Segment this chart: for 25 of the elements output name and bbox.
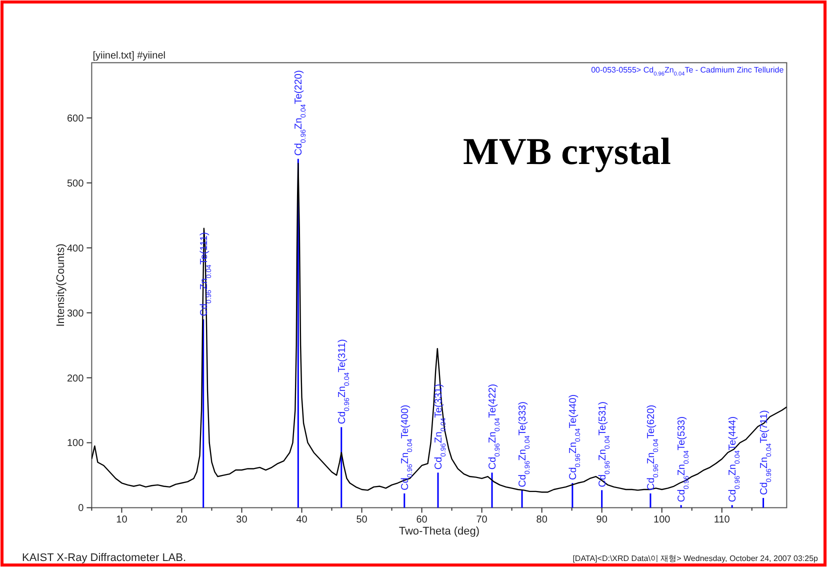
x-tick-label: 100 bbox=[654, 514, 671, 526]
y-tick-label: 600 bbox=[67, 113, 84, 124]
y-axis-title: Intensity(Counts) bbox=[55, 244, 67, 327]
x-tick-label: 40 bbox=[296, 514, 308, 526]
x-tick-label: 90 bbox=[596, 514, 608, 526]
x-axis-title: Two-Theta (deg) bbox=[398, 526, 480, 538]
text: KAIST X-Ray Diffractometer LAB. bbox=[22, 552, 186, 564]
y-tick-label: 0 bbox=[78, 503, 84, 514]
y-tick-label: 200 bbox=[67, 373, 84, 384]
x-tick-label: 20 bbox=[176, 514, 188, 526]
y-tick-label: 300 bbox=[67, 308, 84, 320]
x-tick-label: 110 bbox=[714, 514, 730, 526]
text: [DATA]<D:\XRD Data\이 재형> Wednesday, October 24, 2007 03:25p bbox=[572, 554, 819, 563]
y-tick-label: 100 bbox=[67, 438, 84, 450]
chart-title: [yiinel.txt] #yiinel bbox=[92, 50, 166, 62]
y-tick-label: 500 bbox=[67, 178, 84, 190]
x-tick-label: 60 bbox=[416, 514, 428, 526]
x-tick-label: 10 bbox=[116, 514, 128, 526]
annotation: MVB crystal bbox=[463, 131, 671, 173]
text: 00-053-0555> Cd$_{0.96}$Zn$_{0.04}$Te - Cadmium Zinc Telluride bbox=[591, 66, 784, 78]
x-tick-label: 50 bbox=[356, 514, 368, 526]
y-tick-label: 400 bbox=[67, 243, 84, 254]
x-tick-label: 80 bbox=[536, 514, 548, 526]
x-tick-label: 30 bbox=[236, 514, 248, 526]
x-tick-label: 70 bbox=[476, 514, 488, 526]
